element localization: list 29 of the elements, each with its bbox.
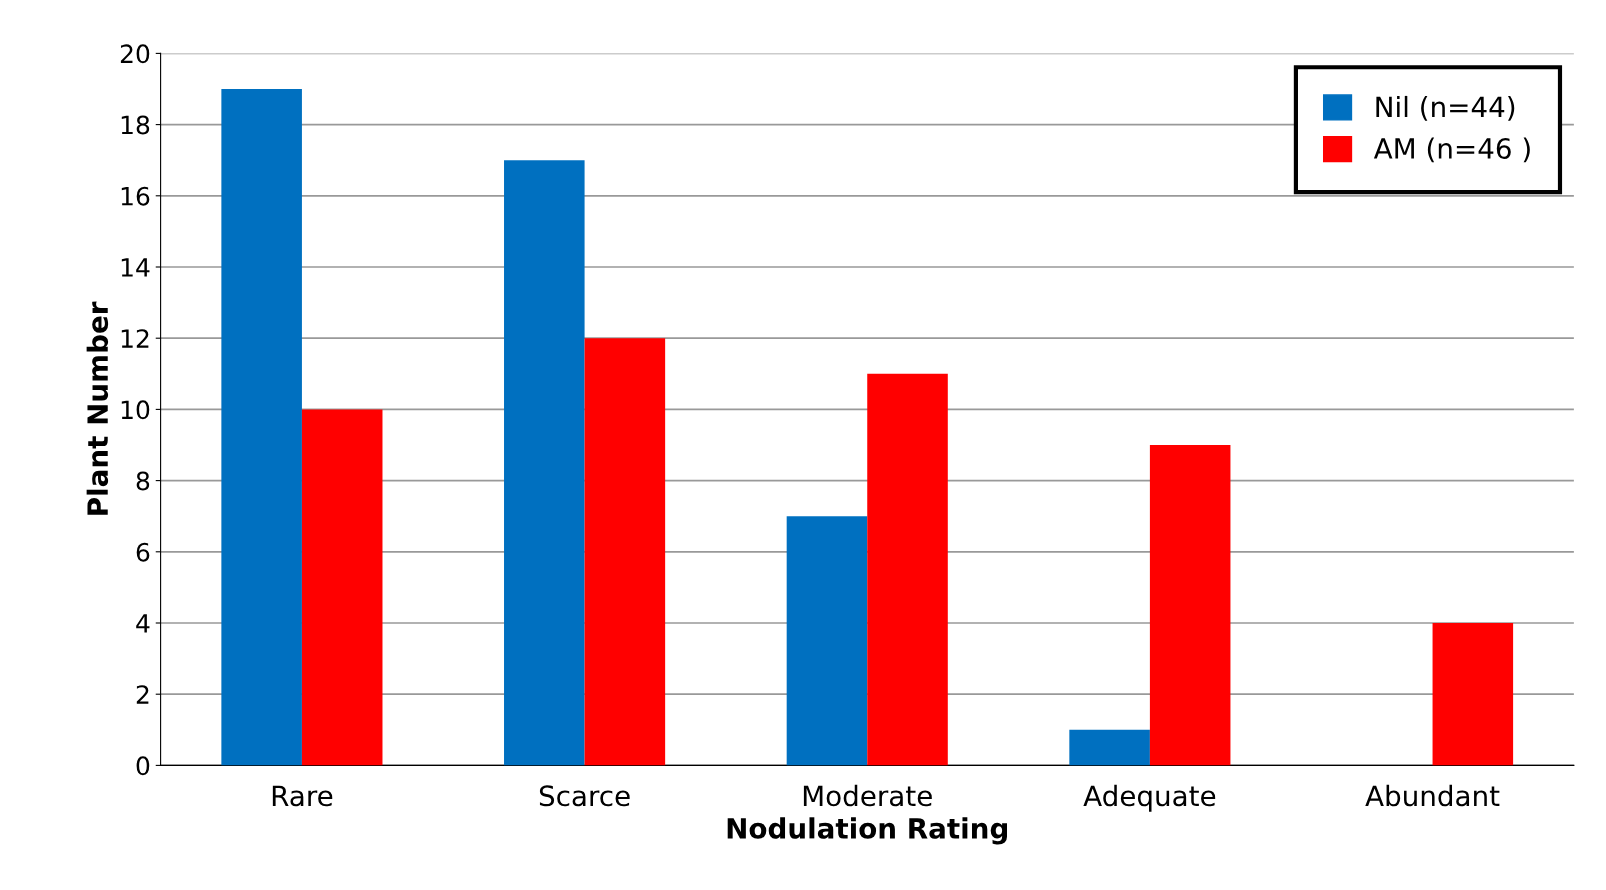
y-tick-label: 20 [120, 44, 150, 64]
x-tick-label: Adequate [1083, 784, 1216, 812]
y-tick-label: 18 [121, 115, 150, 135]
y-tick-label: 10 [121, 400, 150, 420]
y-tick-label: 0 [136, 756, 150, 776]
y-tick-label: 2 [136, 685, 149, 704]
legend-label: Nil (n=44) [1376, 95, 1515, 121]
y-axis-title: Plant Number [86, 301, 109, 515]
y-tick-label: 6 [136, 542, 150, 562]
x-tick-label: Scarce [539, 785, 630, 807]
bar [786, 516, 868, 766]
y-tick-label: 14 [121, 258, 150, 277]
legend-label: AM (n=46 ) [1373, 137, 1530, 163]
y-tick-label: 12 [121, 329, 149, 348]
bar [301, 409, 383, 766]
bar [221, 89, 302, 766]
bar [1069, 729, 1150, 766]
x-tick-label: Rare [272, 785, 333, 807]
x-tick-label: Moderate [803, 784, 932, 807]
bar [584, 338, 666, 766]
bar [1432, 623, 1514, 766]
y-tick-label: 16 [121, 186, 150, 206]
bar [1149, 445, 1231, 766]
y-tick-label: 4 [136, 614, 150, 633]
x-axis-title: Nodulation Rating [727, 817, 1007, 845]
x-tick-label: Abundant [1365, 784, 1500, 807]
y-tick-label: 8 [136, 471, 150, 491]
bar [867, 373, 948, 766]
bar [504, 160, 585, 766]
